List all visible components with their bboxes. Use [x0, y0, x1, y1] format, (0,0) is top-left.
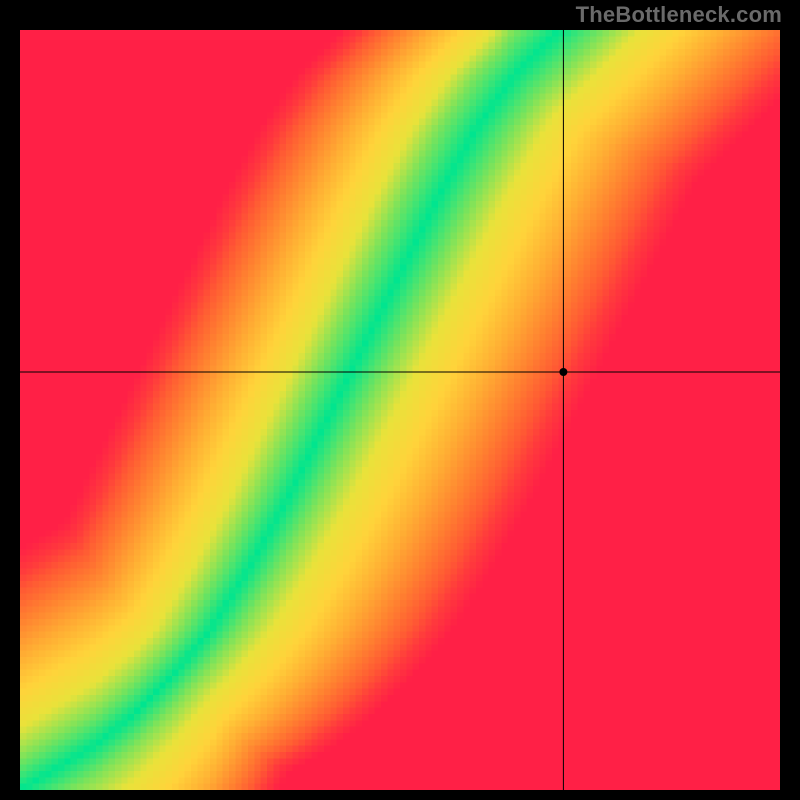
watermark-text: TheBottleneck.com: [576, 2, 782, 28]
plot-area: [20, 30, 780, 790]
chart-container: { "watermark": { "text": "TheBottleneck.…: [0, 0, 800, 800]
bottleneck-heatmap: [20, 30, 780, 790]
